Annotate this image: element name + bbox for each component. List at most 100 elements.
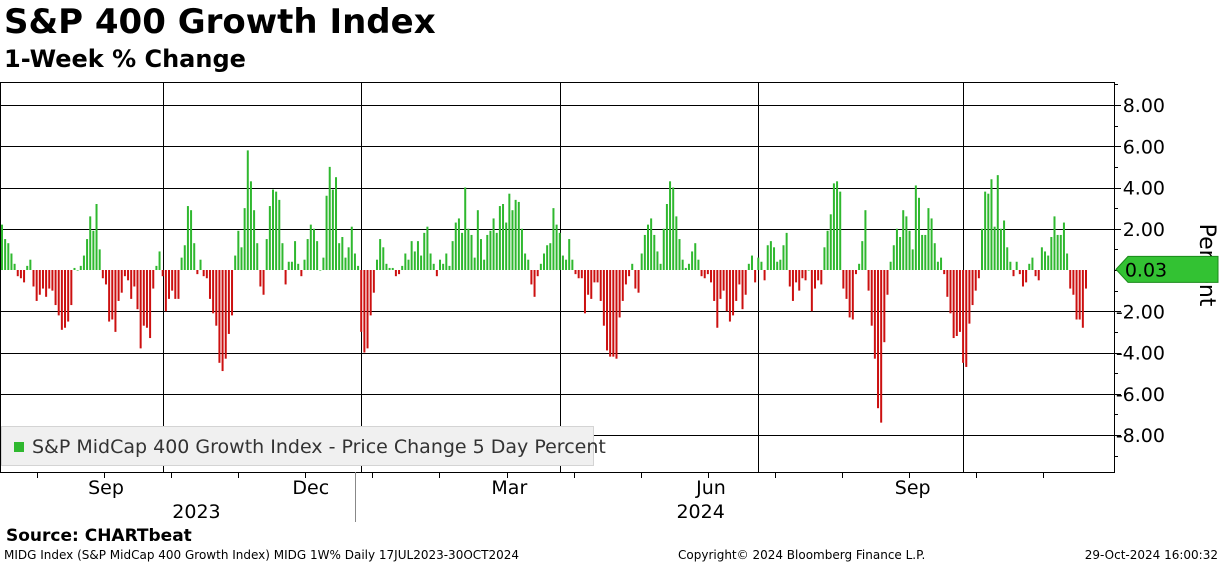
legend: S&P MidCap 400 Growth Index - Price Chan… (1, 426, 606, 466)
data-bar (993, 226, 996, 270)
data-bar (924, 234, 927, 270)
chart-title: S&P 400 Growth Index (4, 2, 436, 42)
data-bar (952, 270, 955, 339)
data-bar (502, 204, 505, 270)
data-bar (930, 218, 933, 270)
data-bar (237, 230, 240, 270)
data-bar (451, 241, 454, 271)
data-bar (366, 270, 369, 349)
data-bar (628, 270, 631, 277)
data-bar (253, 210, 256, 270)
data-bar (495, 232, 498, 271)
data-bar (561, 255, 564, 270)
data-bar (290, 261, 293, 270)
data-bar (335, 177, 338, 270)
data-bar (306, 239, 309, 270)
data-bar (445, 253, 448, 270)
data-bar (423, 232, 426, 271)
data-bar (593, 270, 596, 283)
data-bar (710, 270, 713, 283)
data-bar (19, 270, 22, 279)
data-bar (719, 270, 722, 299)
data-bar (108, 270, 111, 322)
data-bar (1018, 270, 1021, 275)
data-bar (104, 270, 107, 285)
data-bar (199, 259, 202, 270)
data-bar (48, 270, 51, 289)
data-bar (350, 226, 353, 270)
data-bar (646, 224, 649, 271)
x-month-label: Mar (491, 477, 527, 499)
data-bar (38, 270, 41, 295)
data-bar (454, 222, 457, 270)
y-tick-label: -2.00 (1116, 301, 1165, 323)
data-bar (435, 270, 438, 277)
data-bar (369, 270, 372, 316)
data-bar (416, 241, 419, 271)
data-bar (691, 251, 694, 270)
data-bar (1078, 270, 1081, 320)
data-bar (442, 263, 445, 270)
data-bar (754, 270, 757, 283)
data-bar (549, 243, 552, 270)
data-bar (259, 270, 262, 287)
data-bar (1, 224, 3, 271)
data-bar (1006, 247, 1009, 270)
data-bar (79, 265, 82, 271)
data-bar (820, 270, 823, 285)
data-bar (555, 224, 558, 271)
data-bar (331, 189, 334, 270)
data-bar (927, 208, 930, 271)
data-bar (949, 270, 952, 314)
data-bar (171, 270, 174, 291)
data-bar (653, 234, 656, 270)
x-month-label: Sep (895, 477, 931, 499)
data-bar (161, 270, 164, 277)
data-bar (32, 270, 35, 287)
data-bar (429, 253, 432, 270)
data-bar (621, 270, 624, 301)
data-bar (196, 270, 199, 275)
data-bar (1040, 247, 1043, 270)
data-bar (139, 270, 142, 349)
data-bar (687, 263, 690, 270)
data-bar (634, 270, 637, 289)
footer-timestamp: 29-Oct-2024 16:00:32 (1084, 548, 1218, 562)
data-bar (684, 267, 687, 270)
data-bar (505, 222, 508, 270)
data-bar (798, 270, 801, 291)
data-bar (965, 270, 968, 367)
data-bar (1044, 251, 1047, 270)
data-bar (624, 270, 627, 285)
data-bar (700, 270, 703, 277)
data-bar (1028, 263, 1031, 270)
data-bar (70, 270, 73, 306)
data-bar (785, 232, 788, 271)
data-bar (836, 181, 839, 270)
data-bar (186, 206, 189, 270)
data-bar (958, 270, 961, 332)
data-bar (905, 216, 908, 271)
data-bar (527, 259, 530, 270)
data-bar (98, 249, 101, 271)
data-bar (656, 251, 659, 270)
data-bar (587, 270, 590, 295)
data-bar (858, 263, 861, 270)
data-bar (388, 267, 391, 270)
data-bar (669, 181, 672, 270)
data-bar (943, 270, 946, 275)
data-bar (637, 270, 640, 293)
data-bar (1066, 253, 1069, 270)
data-bar (353, 253, 356, 270)
data-bar (940, 257, 943, 271)
data-bar (968, 270, 971, 324)
data-bar (911, 249, 914, 271)
data-bar (817, 270, 820, 281)
data-bar (675, 216, 678, 271)
data-bar (886, 270, 889, 295)
y-tick-label: 6.00 (1123, 136, 1165, 158)
data-bar (246, 150, 249, 271)
data-bar (375, 259, 378, 270)
data-bar (1085, 270, 1087, 289)
data-bar (1015, 261, 1018, 270)
